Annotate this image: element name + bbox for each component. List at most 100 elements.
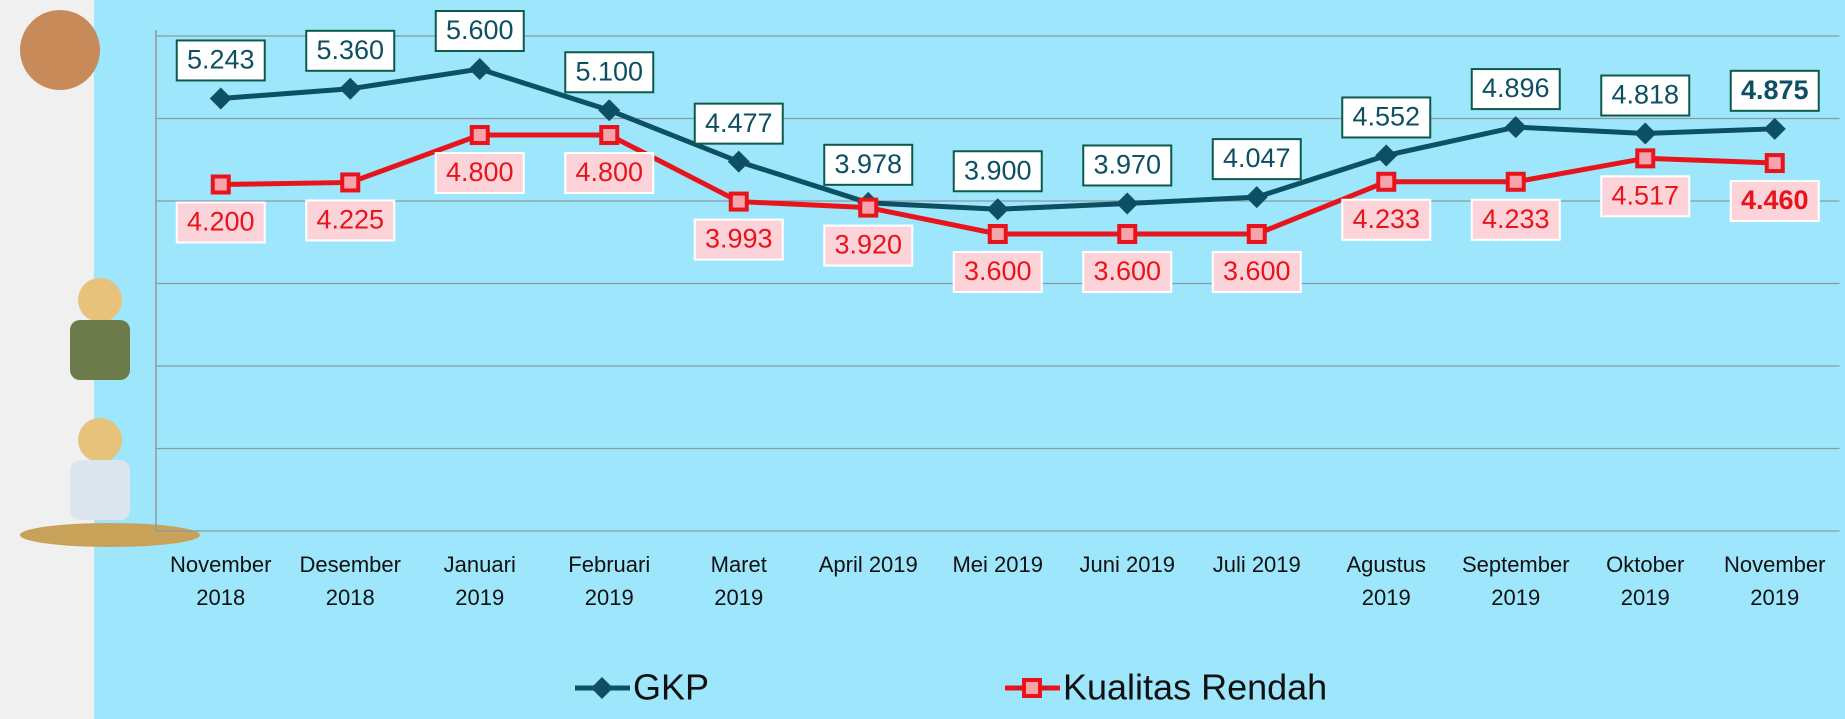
data-label: 4.460 bbox=[1741, 185, 1809, 215]
data-label-box bbox=[564, 152, 655, 194]
x-tick-label: Maret 2019 bbox=[710, 552, 767, 610]
marker bbox=[1634, 122, 1657, 145]
data-label: 4.047 bbox=[1223, 143, 1291, 173]
data-label-box bbox=[175, 201, 266, 244]
marker bbox=[598, 99, 621, 122]
x-tick-label: Agustus 2019 bbox=[1346, 552, 1427, 610]
marker bbox=[1504, 116, 1527, 139]
marker bbox=[1246, 224, 1267, 244]
data-label-box bbox=[1729, 180, 1820, 223]
data-label-box bbox=[693, 102, 784, 145]
data-label-box bbox=[693, 218, 784, 261]
data-label: 4.896 bbox=[1482, 73, 1550, 103]
legend-item: Kualitas Rendah bbox=[1005, 667, 1327, 708]
data-label-box bbox=[434, 152, 525, 194]
x-tick-label: Juli 2019 bbox=[1212, 552, 1301, 577]
data-label: 3.600 bbox=[1223, 256, 1291, 286]
data-label-box bbox=[823, 143, 914, 186]
x-tick-label: Februari 2019 bbox=[568, 552, 651, 610]
legend-label: GKP bbox=[633, 667, 709, 708]
marker bbox=[987, 224, 1008, 244]
data-label-box bbox=[1341, 96, 1432, 139]
data-label-box bbox=[1600, 74, 1691, 117]
x-tick-label: April 2019 bbox=[818, 552, 918, 577]
marker bbox=[1635, 148, 1656, 169]
marker bbox=[1763, 117, 1786, 140]
legend-item: GKP bbox=[575, 667, 709, 708]
marker bbox=[728, 191, 749, 212]
data-label-box bbox=[434, 10, 525, 52]
data-label-box bbox=[1600, 175, 1691, 218]
data-label-box bbox=[1082, 144, 1173, 187]
data-label: 5.600 bbox=[446, 15, 514, 45]
data-label-box bbox=[1470, 68, 1561, 111]
data-label-box bbox=[952, 251, 1043, 293]
decoration bbox=[20, 10, 200, 547]
data-label: 4.225 bbox=[316, 205, 384, 235]
marker bbox=[1376, 171, 1397, 192]
data-label: 4.800 bbox=[575, 157, 643, 187]
data-label-box bbox=[1470, 198, 1561, 241]
marker bbox=[1375, 144, 1398, 167]
legend-marker bbox=[591, 677, 613, 699]
marker bbox=[1764, 153, 1785, 174]
x-tick-label: Januari 2019 bbox=[443, 552, 516, 610]
series: 4.200 4.225 4.800 4.800 3.993 3.920 3.600 3.600… bbox=[175, 125, 1820, 293]
data-label-box bbox=[564, 51, 655, 94]
marker bbox=[1505, 171, 1526, 192]
data-label-box bbox=[823, 224, 914, 267]
data-label: 3.900 bbox=[964, 155, 1032, 185]
marker bbox=[339, 77, 362, 100]
chart-background bbox=[94, 0, 1845, 719]
series: 5.243 5.360 5.600 5.100 4.477 3.978 3.900 3.970… bbox=[175, 10, 1820, 221]
data-label: 3.993 bbox=[705, 224, 773, 254]
marker bbox=[209, 87, 232, 110]
marker bbox=[469, 125, 490, 145]
data-label: 4.477 bbox=[705, 108, 773, 138]
data-label-box bbox=[305, 199, 396, 242]
x-tick-label: September 2019 bbox=[1461, 552, 1570, 610]
data-label: 4.200 bbox=[187, 207, 255, 237]
data-label: 3.978 bbox=[834, 149, 902, 179]
data-label: 5.100 bbox=[575, 56, 643, 86]
data-label: 4.517 bbox=[1611, 180, 1679, 210]
x-tick-label: Desember 2018 bbox=[299, 552, 401, 610]
data-label-box bbox=[175, 39, 266, 82]
x-tick-label: November 2019 bbox=[1724, 552, 1826, 610]
legend-label: Kualitas Rendah bbox=[1063, 667, 1327, 708]
data-label-box bbox=[1211, 138, 1302, 181]
marker bbox=[468, 58, 491, 80]
data-label-box bbox=[952, 150, 1043, 193]
marker bbox=[1116, 192, 1139, 215]
x-tick-label: Mei 2019 bbox=[952, 552, 1043, 577]
data-label: 3.970 bbox=[1093, 150, 1161, 180]
data-label: 4.800 bbox=[446, 157, 514, 187]
marker bbox=[599, 125, 620, 145]
legend-marker bbox=[1022, 678, 1042, 698]
x-tick-label: Oktober 2019 bbox=[1606, 552, 1685, 610]
data-label-box bbox=[305, 29, 396, 72]
data-label: 5.243 bbox=[187, 45, 255, 75]
marker bbox=[210, 174, 231, 195]
marker bbox=[340, 172, 361, 193]
data-label-box bbox=[1082, 251, 1173, 293]
x-tick-label: Juni 2019 bbox=[1079, 552, 1175, 577]
data-label: 5.360 bbox=[316, 35, 384, 65]
data-label-box bbox=[1341, 198, 1432, 241]
data-label-box bbox=[1211, 251, 1302, 293]
marker bbox=[727, 150, 750, 173]
marker bbox=[986, 198, 1009, 221]
data-label: 4.552 bbox=[1352, 102, 1420, 132]
data-label: 3.600 bbox=[1093, 256, 1161, 286]
data-label: 4.233 bbox=[1482, 204, 1550, 234]
data-label: 4.818 bbox=[1611, 80, 1679, 110]
marker bbox=[858, 197, 879, 218]
marker bbox=[1117, 224, 1138, 244]
data-label: 4.233 bbox=[1352, 204, 1420, 234]
data-label-box bbox=[1729, 69, 1820, 112]
data-label: 3.920 bbox=[834, 230, 902, 260]
marker bbox=[1245, 186, 1268, 209]
x-tick-label: November 2018 bbox=[170, 552, 272, 610]
